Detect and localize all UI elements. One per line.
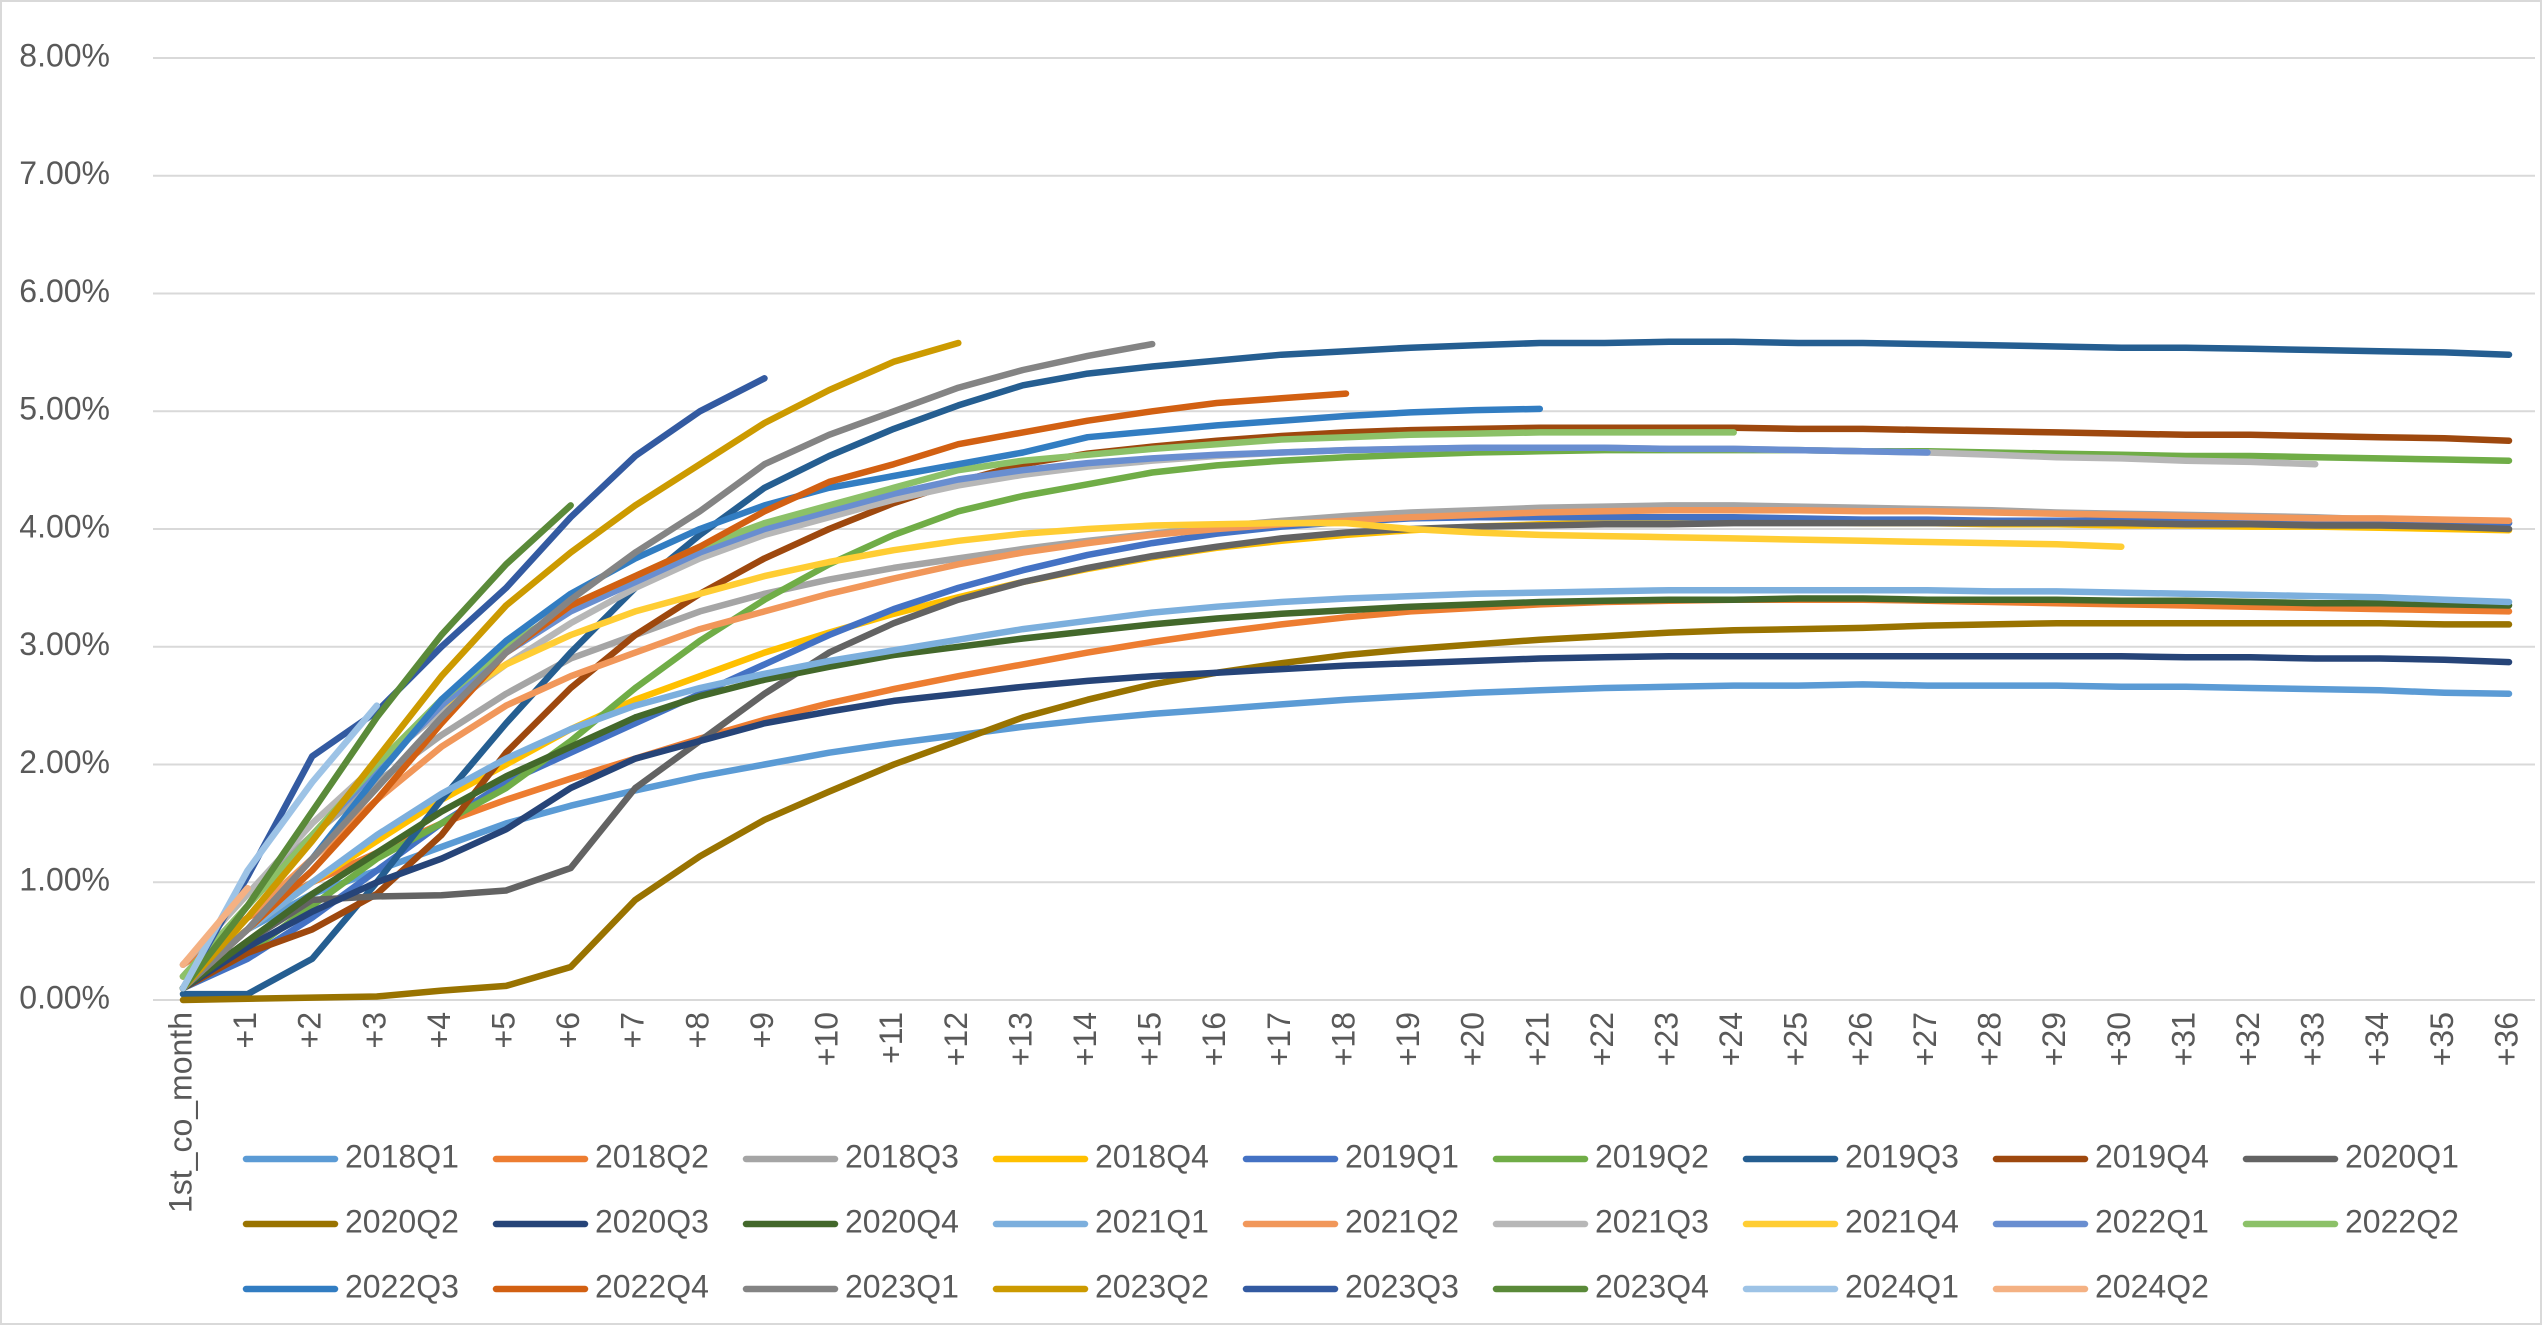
x-tick-label: +34 xyxy=(2359,1012,2395,1066)
legend-label: 2019Q3 xyxy=(1845,1138,1959,1174)
x-tick-label: +24 xyxy=(1713,1012,1749,1066)
legend-label: 2020Q3 xyxy=(595,1203,709,1239)
x-tick-label: +6 xyxy=(550,1012,586,1048)
x-tick-label: +3 xyxy=(356,1012,392,1048)
series-line xyxy=(179,619,2513,1004)
x-tick-label: +35 xyxy=(2424,1012,2460,1066)
x-tick-label: +31 xyxy=(2165,1012,2201,1066)
x-tick-label: +10 xyxy=(809,1012,845,1066)
x-tick-label: +17 xyxy=(1261,1012,1297,1066)
y-tick-label: 7.00% xyxy=(19,155,110,191)
series-line xyxy=(179,519,2513,992)
legend-label: 2020Q1 xyxy=(2345,1138,2459,1174)
x-tick-label: +2 xyxy=(292,1012,328,1048)
x-tick-label: +27 xyxy=(1907,1012,1943,1066)
legend-label: 2023Q4 xyxy=(1595,1268,1709,1304)
series-line xyxy=(179,652,2513,992)
legend-label: 2021Q3 xyxy=(1595,1203,1709,1239)
legend-label: 2018Q2 xyxy=(595,1138,709,1174)
series-line xyxy=(179,390,1350,992)
legend-label: 2021Q1 xyxy=(1095,1203,1209,1239)
legend-label: 2020Q4 xyxy=(845,1203,959,1239)
legend-label: 2024Q1 xyxy=(1845,1268,1959,1304)
x-tick-label: +20 xyxy=(1455,1012,1491,1066)
y-tick-label: 2.00% xyxy=(19,744,110,780)
x-tick-label: +28 xyxy=(1972,1012,2008,1066)
legend-label: 2024Q2 xyxy=(2095,1268,2209,1304)
series-line xyxy=(179,446,2513,992)
x-tick-label: +32 xyxy=(2230,1012,2266,1066)
x-tick-label: +29 xyxy=(2036,1012,2072,1066)
x-tick-label: +25 xyxy=(1778,1012,1814,1066)
series-line xyxy=(179,586,2513,992)
x-tick-label: +33 xyxy=(2295,1012,2331,1066)
legend-label: 2020Q2 xyxy=(345,1203,459,1239)
legend-label: 2018Q3 xyxy=(845,1138,959,1174)
x-tick-label: +15 xyxy=(1132,1012,1168,1066)
series-line xyxy=(179,595,2513,992)
x-tick-label: +23 xyxy=(1649,1012,1685,1066)
x-tick-label: +4 xyxy=(421,1012,457,1048)
legend-label: 2019Q2 xyxy=(1595,1138,1709,1174)
x-tick-label: 1st_co_month xyxy=(162,1012,198,1213)
x-tick-label: +11 xyxy=(873,1012,909,1064)
x-tick-label: +9 xyxy=(744,1012,780,1048)
legend-label: 2018Q1 xyxy=(345,1138,459,1174)
series-line xyxy=(179,519,2125,980)
y-tick-label: 1.00% xyxy=(19,862,110,898)
series-line xyxy=(179,340,1156,992)
y-tick-label: 5.00% xyxy=(19,391,110,427)
legend-label: 2022Q4 xyxy=(595,1268,709,1304)
series-line xyxy=(179,405,1544,992)
x-tick-label: +8 xyxy=(679,1012,715,1048)
x-tick-label: +26 xyxy=(1842,1012,1878,1066)
series-line xyxy=(179,338,2513,998)
legend-label: 2019Q1 xyxy=(1345,1138,1459,1174)
y-tick-label: 8.00% xyxy=(19,37,110,73)
x-tick-label: +13 xyxy=(1002,1012,1038,1066)
legend-label: 2023Q1 xyxy=(845,1268,959,1304)
series-line xyxy=(179,339,962,992)
legend-label: 2018Q4 xyxy=(1095,1138,1209,1174)
x-tick-label: +30 xyxy=(2101,1012,2137,1066)
x-tick-label: +21 xyxy=(1519,1012,1555,1066)
legend-label: 2022Q1 xyxy=(2095,1203,2209,1239)
legend-label: 2019Q4 xyxy=(2095,1138,2209,1174)
series-line xyxy=(179,444,1931,980)
x-tick-label: +7 xyxy=(615,1012,651,1048)
legend-label: 2022Q3 xyxy=(345,1268,459,1304)
legend-label: 2023Q3 xyxy=(1345,1268,1459,1304)
x-tick-label: +19 xyxy=(1390,1012,1426,1066)
series-line xyxy=(179,375,768,992)
x-tick-label: +14 xyxy=(1067,1012,1103,1066)
y-tick-label: 4.00% xyxy=(19,508,110,544)
x-tick-label: +22 xyxy=(1584,1012,1620,1066)
legend-label: 2023Q2 xyxy=(1095,1268,1209,1304)
legend-label: 2021Q4 xyxy=(1845,1203,1959,1239)
series-line xyxy=(179,596,2513,968)
x-tick-label: +16 xyxy=(1196,1012,1232,1066)
y-tick-label: 6.00% xyxy=(19,273,110,309)
series-line xyxy=(179,502,574,992)
series-line xyxy=(179,424,2513,992)
x-tick-label: +1 xyxy=(227,1012,263,1048)
y-tick-label: 3.00% xyxy=(19,626,110,662)
x-tick-label: +36 xyxy=(2488,1012,2524,1066)
x-tick-label: +5 xyxy=(486,1012,522,1048)
series-line xyxy=(179,884,251,968)
legend-label: 2022Q2 xyxy=(2345,1203,2459,1239)
x-tick-label: +12 xyxy=(938,1012,974,1066)
series-line xyxy=(179,681,2513,992)
x-tick-label: +18 xyxy=(1325,1012,1361,1066)
legend-label: 2021Q2 xyxy=(1345,1203,1459,1239)
y-tick-label: 0.00% xyxy=(19,979,110,1015)
